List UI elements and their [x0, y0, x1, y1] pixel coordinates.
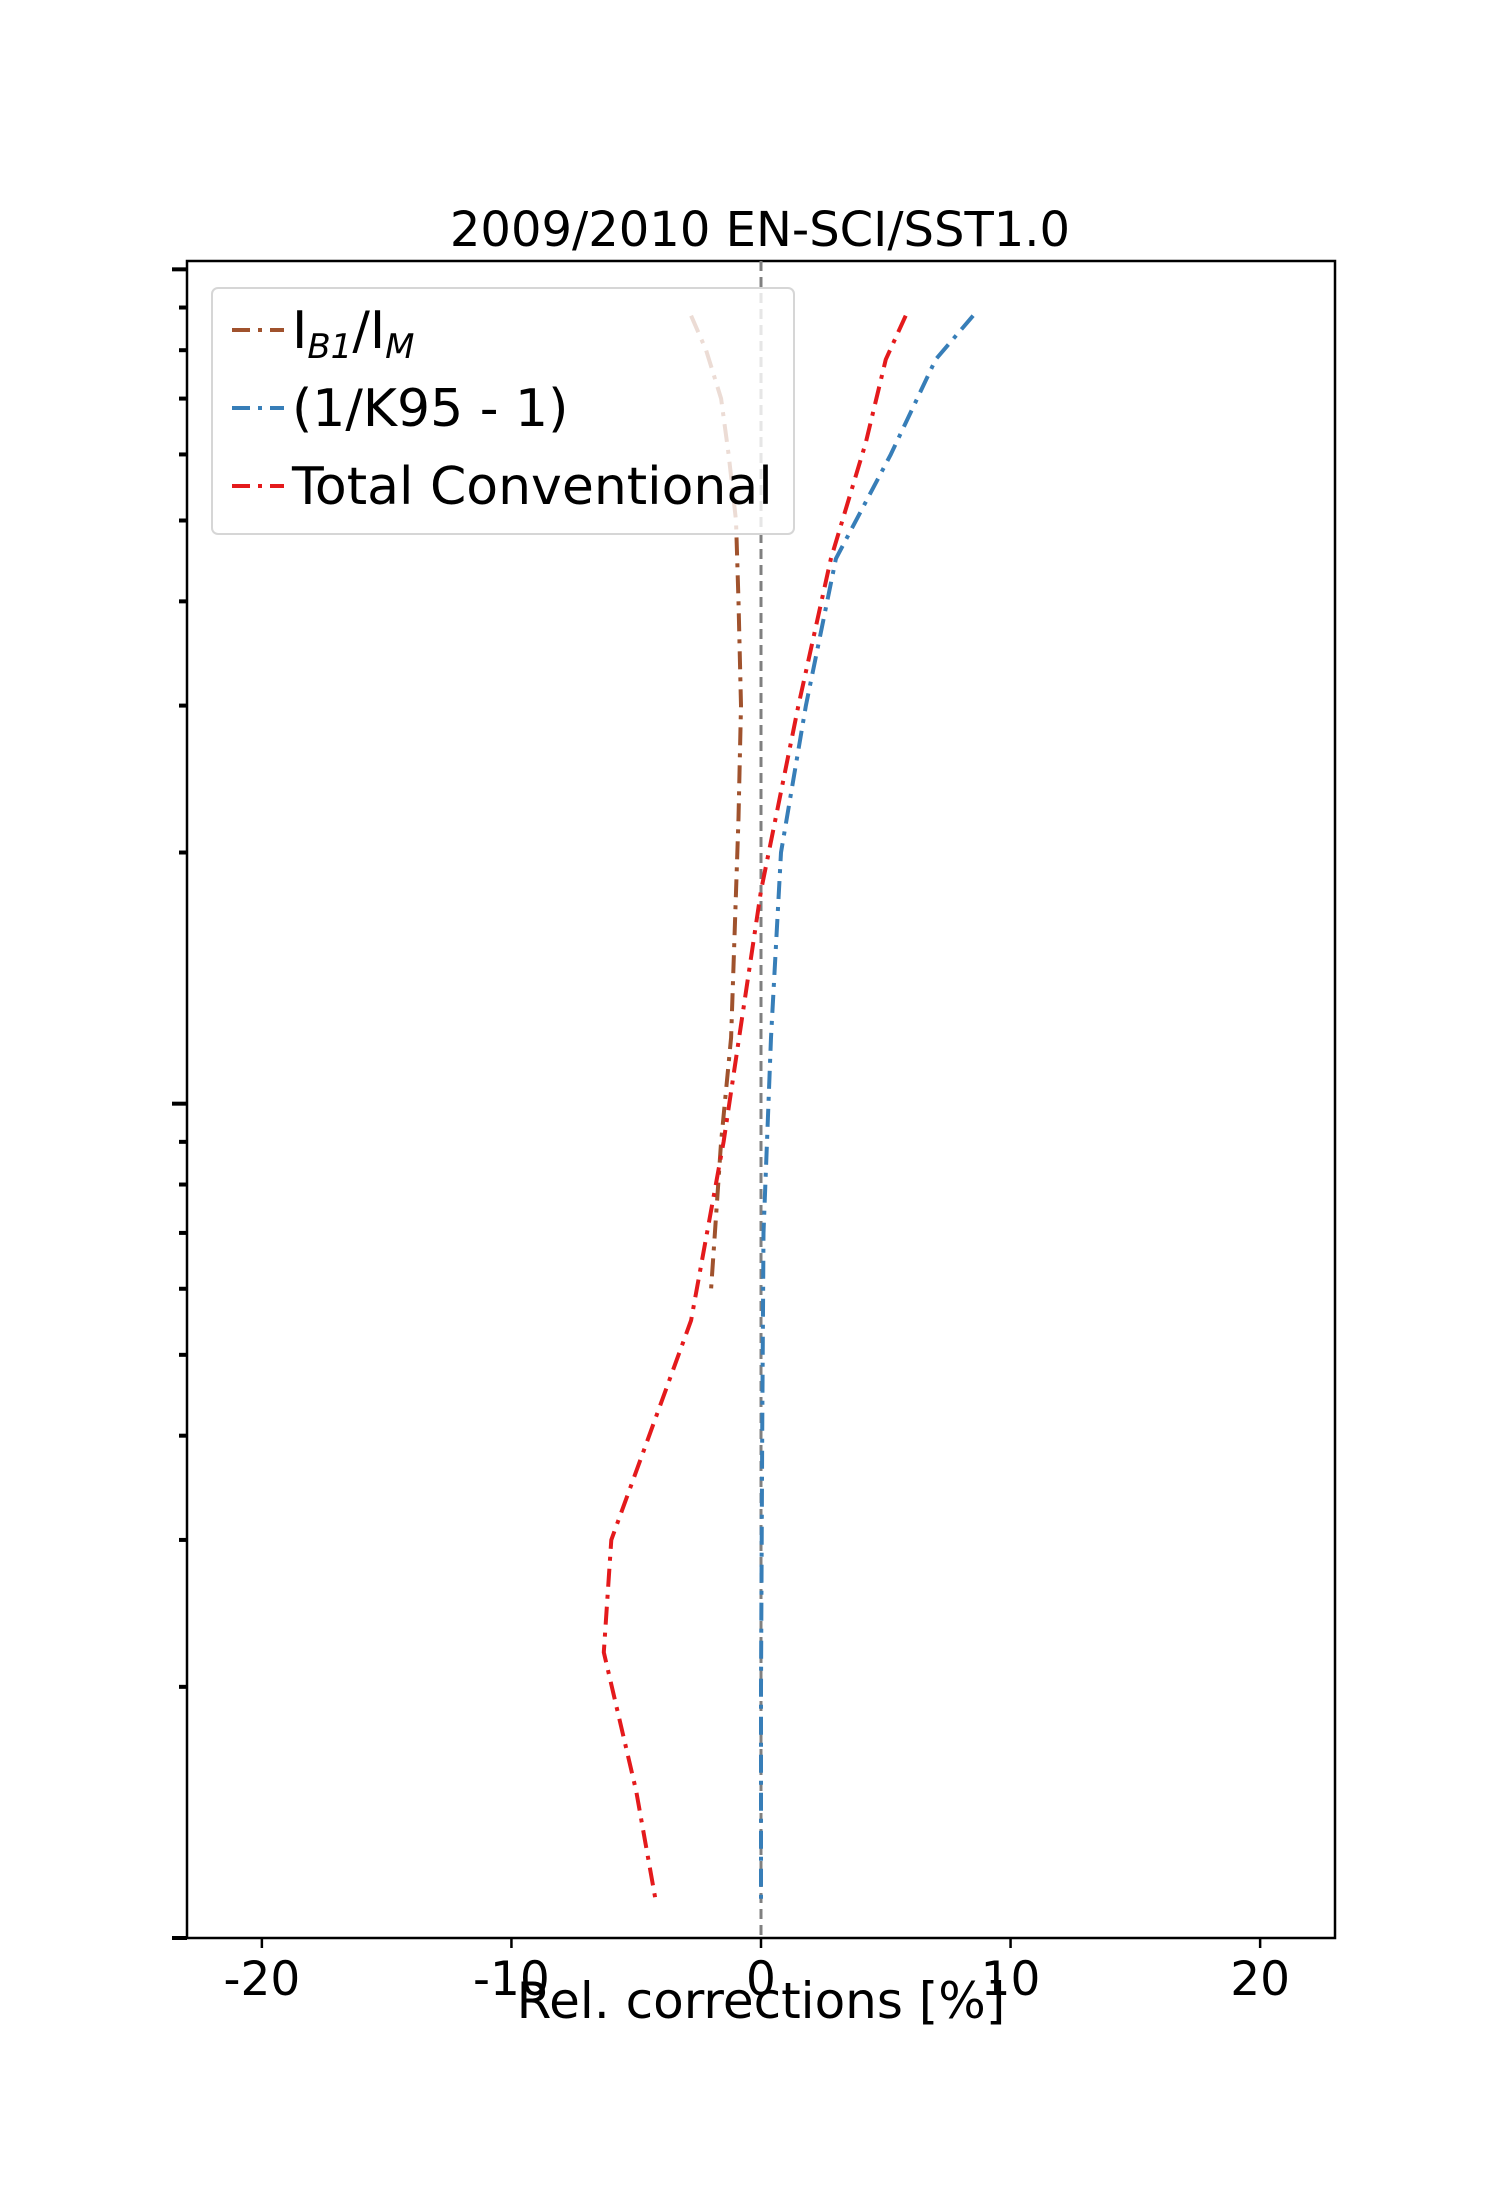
x-tick-label: 0 — [746, 1952, 776, 2007]
legend-label-total-conventional: Total Conventional — [291, 457, 773, 517]
series-line-1 — [759, 314, 975, 1904]
series-line-0 — [689, 314, 743, 1289]
x-tick-label: -10 — [473, 1952, 550, 2007]
series-line-2 — [601, 314, 908, 1904]
legend-box — [211, 287, 795, 535]
x-tick-label: 10 — [981, 1952, 1041, 2007]
legend-label-ib1-im-main: I — [292, 301, 307, 361]
legend-label-ib1-im-sub2: M — [385, 327, 414, 367]
chart-title: 2009/2010 EN-SCI/SST1.0 — [450, 202, 1070, 258]
x-tick-label: -20 — [223, 1952, 300, 2007]
legend: IB1/IM (1/K95 - 1) Total Conventional — [211, 287, 795, 535]
series-layer — [601, 314, 975, 1904]
legend-label-ib1-im: IB1/IM — [292, 301, 415, 367]
y-axis-ticks — [172, 267, 187, 1940]
x-axis-ticks: -20 -10 0 10 20 — [223, 1938, 1290, 2007]
x-tick-label: 20 — [1230, 1952, 1290, 2007]
legend-label-ib1-im-sub1: B1 — [307, 327, 352, 367]
legend-label-ib1-im-mid: /I — [352, 301, 385, 361]
x-axis-label: Rel. corrections [%] — [517, 1972, 1006, 2030]
legend-label-k95: (1/K95 - 1) — [292, 379, 568, 439]
